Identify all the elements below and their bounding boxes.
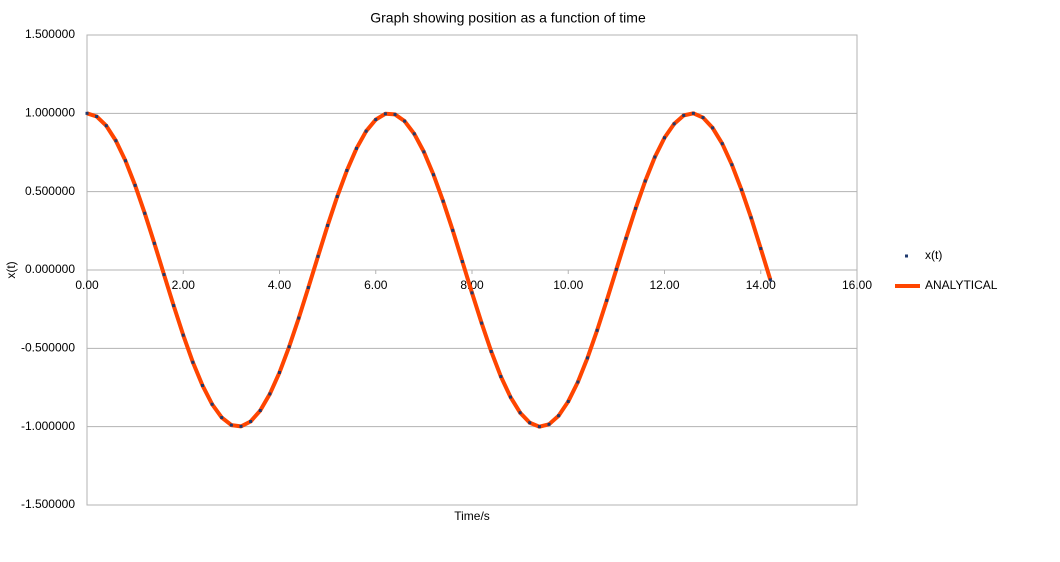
data-point xyxy=(143,211,147,215)
y-tick-label: 1.500000 xyxy=(25,27,75,41)
data-point xyxy=(124,159,127,163)
data-point xyxy=(229,423,233,427)
data-point xyxy=(740,188,743,192)
data-point xyxy=(730,163,734,167)
data-point xyxy=(383,112,387,116)
y-tick-label: 0.500000 xyxy=(25,184,75,198)
x-axis-label: Time/s xyxy=(454,509,490,523)
data-point xyxy=(672,122,676,126)
data-point xyxy=(663,136,666,140)
data-point xyxy=(470,291,474,295)
data-point xyxy=(595,328,599,332)
data-point xyxy=(345,169,349,173)
data-point xyxy=(316,254,320,258)
data-point xyxy=(326,224,330,228)
data-point xyxy=(460,260,464,264)
data-point xyxy=(95,114,99,118)
legend-swatch xyxy=(905,254,908,258)
data-point xyxy=(691,111,695,115)
data-point xyxy=(114,139,118,143)
x-tick-label: 8.00 xyxy=(460,278,484,292)
data-point xyxy=(701,116,705,120)
y-tick-label: 1.000000 xyxy=(25,106,75,120)
data-point xyxy=(557,414,561,418)
data-point xyxy=(528,421,532,425)
data-point xyxy=(499,375,503,379)
data-point xyxy=(152,241,156,245)
legend-label: x(t) xyxy=(925,248,942,262)
data-point xyxy=(682,113,686,117)
data-point xyxy=(537,425,541,429)
data-point xyxy=(412,132,416,136)
data-point xyxy=(133,183,137,187)
data-point xyxy=(566,399,570,403)
data-point xyxy=(768,278,772,282)
x-tick-label: 2.00 xyxy=(172,278,196,292)
y-tick-label: -1.000000 xyxy=(21,419,75,433)
data-point xyxy=(749,216,753,220)
data-point xyxy=(451,228,455,232)
data-point xyxy=(432,173,435,177)
data-point xyxy=(653,155,657,159)
data-point xyxy=(268,392,272,396)
x-tick-label: 10.00 xyxy=(553,278,583,292)
chart-title: Graph showing position as a function of … xyxy=(370,10,646,26)
data-point xyxy=(210,402,214,406)
y-tick-label: -0.500000 xyxy=(21,341,75,355)
data-point xyxy=(287,345,291,349)
x-tick-label: 12.00 xyxy=(649,278,679,292)
y-axis-label: x(t) xyxy=(4,261,18,278)
data-point xyxy=(605,298,609,302)
data-point xyxy=(355,146,358,150)
data-point xyxy=(441,199,445,203)
data-point xyxy=(711,126,715,130)
data-point xyxy=(720,142,724,146)
y-tick-label: 0.000000 xyxy=(25,262,75,276)
data-point xyxy=(306,286,310,290)
data-point xyxy=(220,416,224,420)
data-point xyxy=(201,383,204,387)
data-point xyxy=(249,419,253,423)
data-point xyxy=(239,424,243,428)
data-point xyxy=(335,195,339,199)
data-point xyxy=(518,411,522,415)
x-tick-label: 16.00 xyxy=(842,278,872,292)
data-point xyxy=(509,395,512,399)
data-point xyxy=(422,150,426,154)
data-point xyxy=(172,304,176,308)
data-point xyxy=(85,111,89,115)
data-point xyxy=(759,247,763,251)
data-point xyxy=(489,349,493,353)
x-tick-label: 6.00 xyxy=(364,278,388,292)
data-point xyxy=(634,206,638,210)
data-point xyxy=(374,118,378,122)
data-point xyxy=(181,333,185,337)
legend-label: ANALYTICAL xyxy=(925,278,998,292)
data-point xyxy=(614,267,618,271)
data-point xyxy=(104,124,108,128)
data-point xyxy=(162,273,166,277)
series-line xyxy=(86,111,773,429)
data-point xyxy=(278,370,281,374)
data-point xyxy=(586,356,589,360)
x-tick-label: 0.00 xyxy=(75,278,99,292)
data-point xyxy=(191,360,195,364)
data-point xyxy=(624,236,628,240)
y-tick-label: -1.500000 xyxy=(21,497,75,511)
data-point xyxy=(297,316,301,320)
data-point xyxy=(547,422,551,426)
x-tick-label: 4.00 xyxy=(268,278,292,292)
x-tick-label: 14.00 xyxy=(746,278,776,292)
data-point xyxy=(643,179,647,183)
data-point xyxy=(480,321,484,325)
data-point xyxy=(403,119,407,123)
data-point xyxy=(576,380,580,384)
data-point xyxy=(258,409,262,413)
data-point xyxy=(364,129,368,133)
data-point xyxy=(393,112,397,116)
